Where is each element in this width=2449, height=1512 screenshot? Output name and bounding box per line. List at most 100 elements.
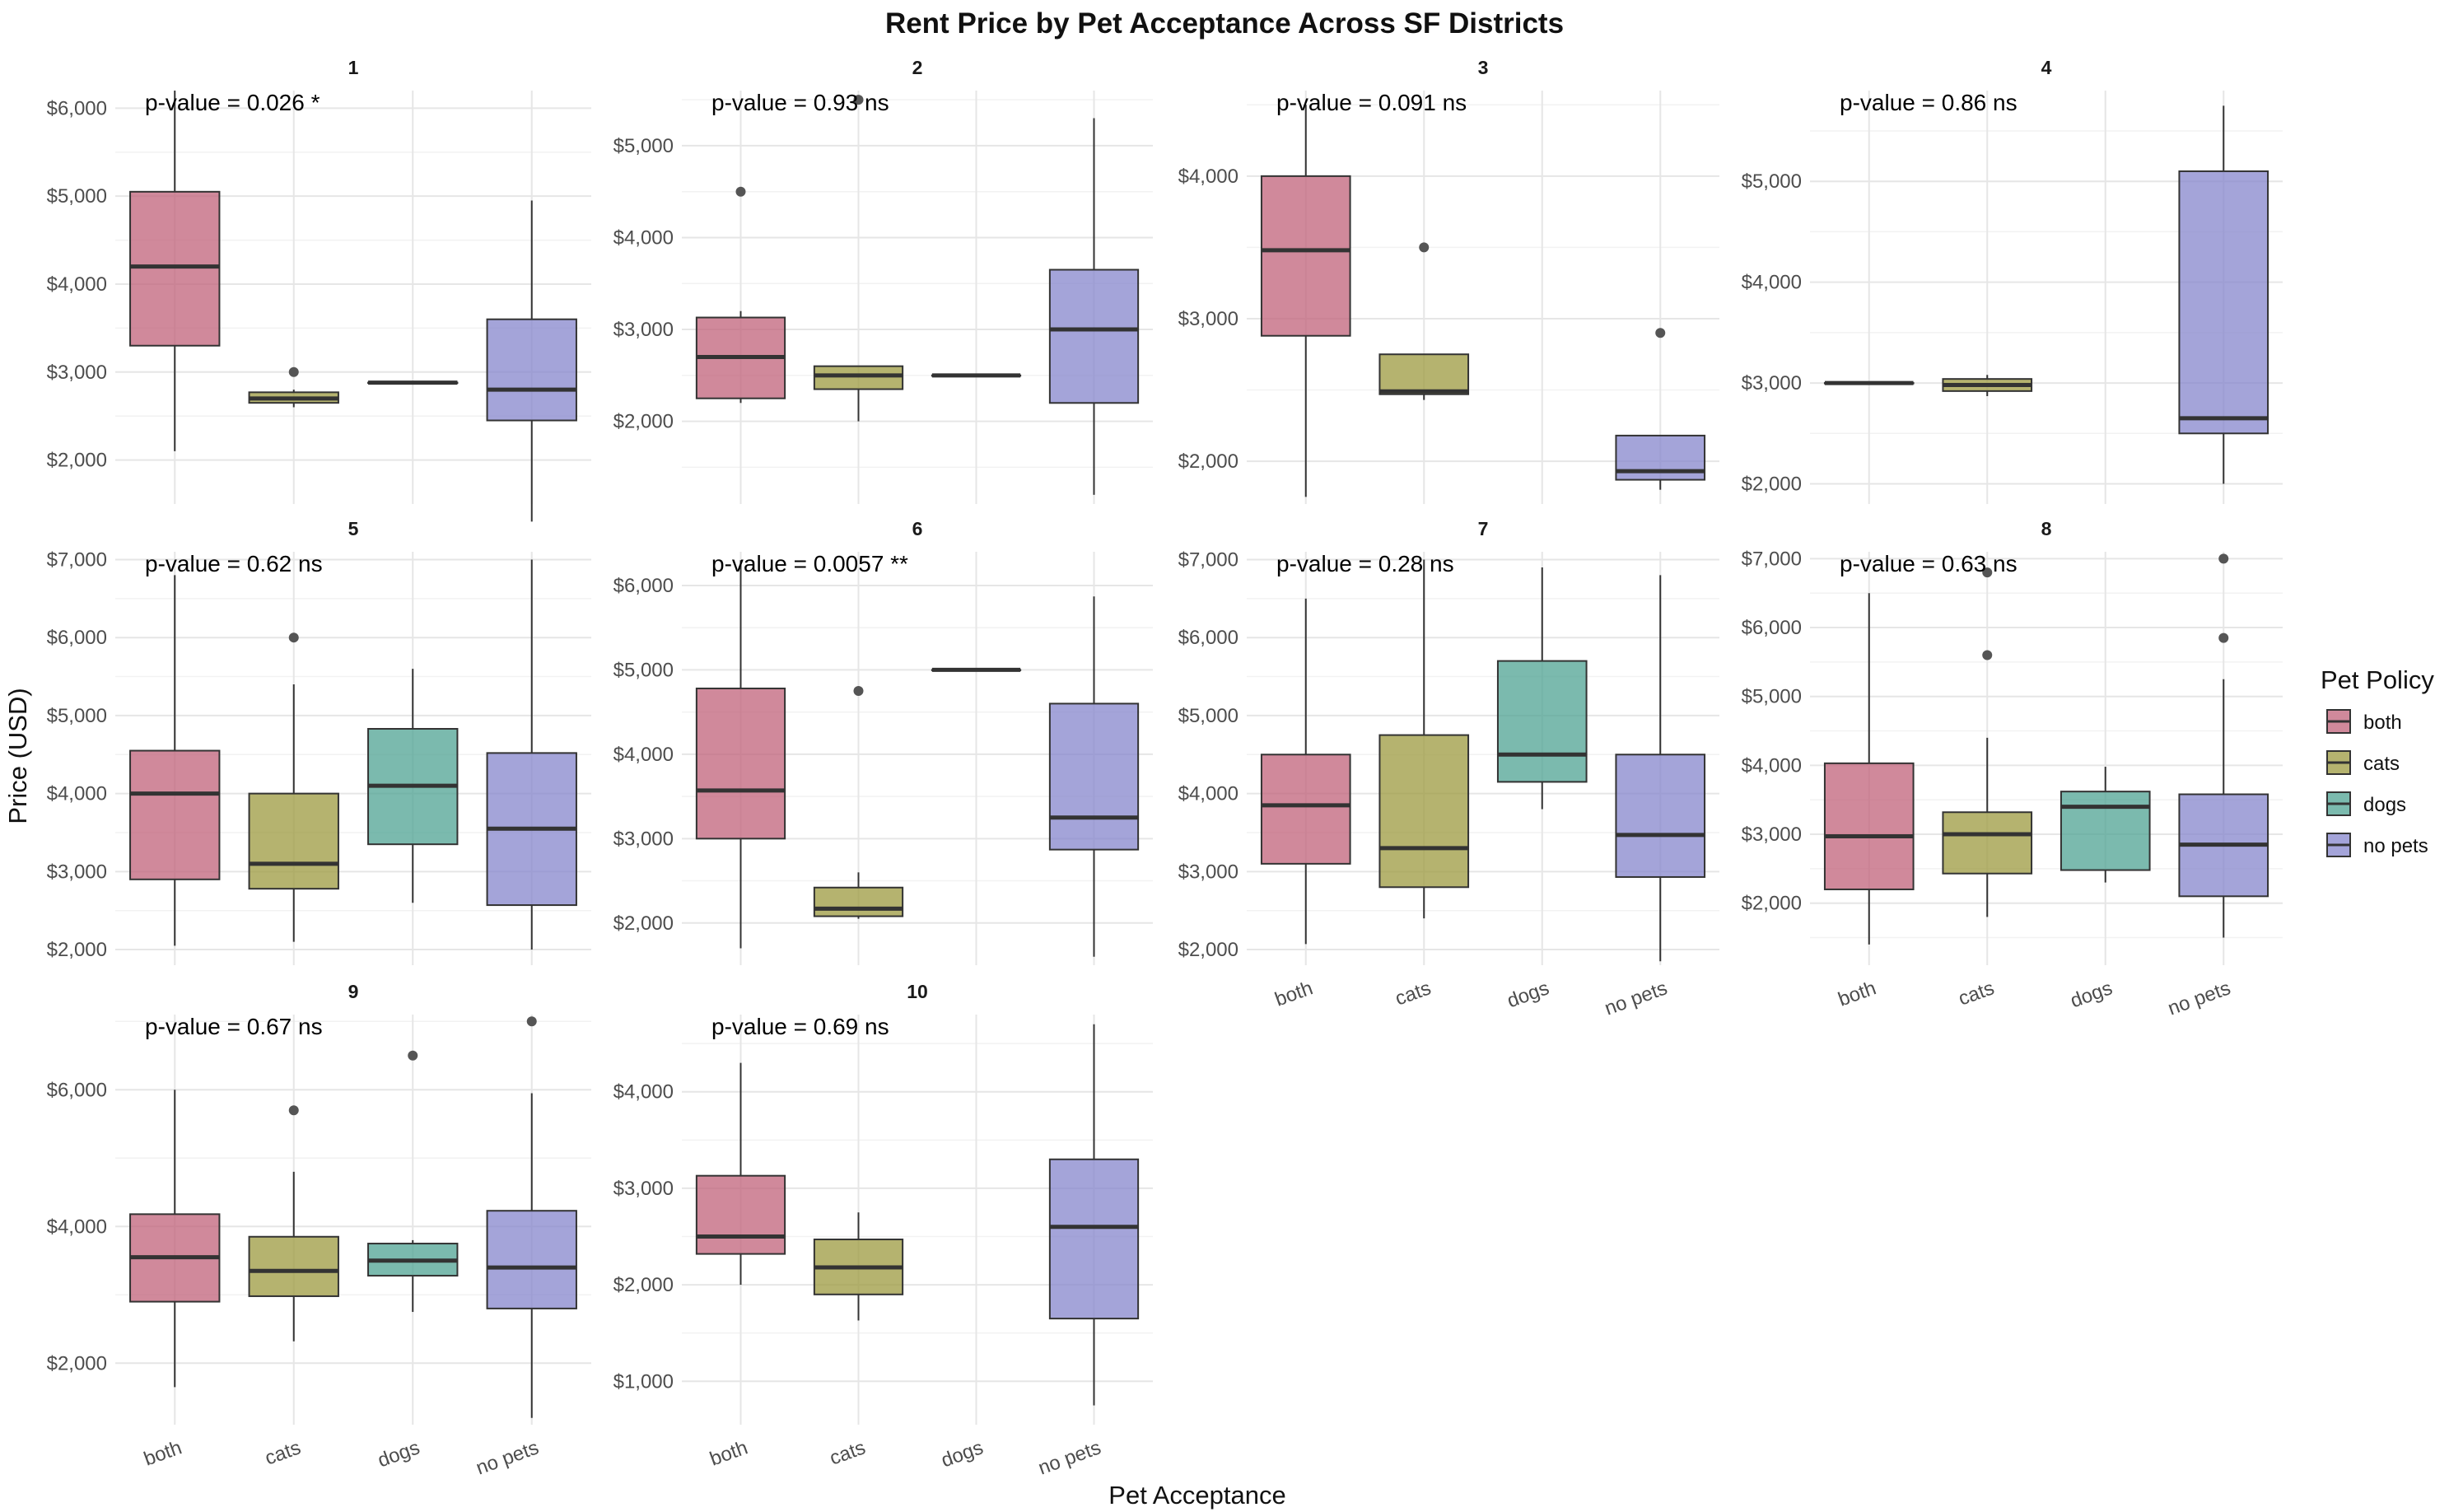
box-body [1615,754,1706,878]
x-tick-label: no pets [1035,1436,1103,1479]
y-tick-label: $7,000 [1178,548,1238,571]
box-body [1942,811,2033,875]
y-tick-label: $2,000 [1178,450,1238,473]
legend-title: Pet Policy [2321,665,2434,694]
box-body [1048,268,1140,404]
box-body [1048,1158,1140,1320]
box-both [1260,598,1351,945]
x-tick-label: both [1836,977,1879,1010]
y-tick-label: $4,000 [47,783,107,805]
chart-title: Rent Price by Pet Acceptance Across SF D… [885,7,1564,40]
legend-label: dogs [2363,794,2406,816]
box-cats [1942,375,2033,396]
y-tick-label: $4,000 [1742,272,1802,294]
outlier-point [408,1050,418,1061]
outlier-point [288,1105,299,1116]
y-tick-label: $4,000 [613,1081,674,1104]
y-tick-label: $3,000 [613,319,674,341]
y-tick-label: $6,000 [47,627,107,649]
box-body [129,749,221,880]
box-no-pets [1615,575,1706,962]
y-tick-label: $1,000 [613,1370,674,1393]
y-tick-label: $2,000 [1742,893,1802,915]
y-tick-label: $4,000 [1178,166,1238,188]
box-no-pets [2178,105,2269,484]
panel-strip-label: 4 [2041,57,2052,78]
x-tick-label: both [141,1436,184,1470]
panel-strip-label: 8 [2041,518,2052,539]
box-body [248,792,339,890]
panel-8: 8 $2,000 $3,000 $4,000 $5,000 $6,000 $7,000 p-v… [1742,518,2283,1020]
box-body [1823,762,1915,890]
legend-label: both [2363,712,2402,734]
y-tick-label: $3,000 [1178,861,1238,883]
y-tick-label: $6,000 [613,575,674,597]
y-tick-label: $2,000 [613,1274,674,1296]
panel-4: 4 $2,000 $3,000 $4,000 $5,000 p-value = 0.86 … [1742,57,2283,504]
x-tick-label: no pets [473,1436,542,1479]
legend-item-both: both [2326,709,2402,734]
box-body [695,1174,786,1255]
p-value-label: p-value = 0.93 ns [711,90,889,115]
panel-strip-label: 9 [348,981,359,1002]
box-both [129,1090,221,1388]
y-tick-label: $4,000 [1742,754,1802,777]
outlier-point [1655,328,1666,338]
legend-label: cats [2363,753,2400,775]
x-tick-label: no pets [1602,977,1670,1020]
x-tick-label: cats [827,1436,869,1469]
y-tick-label: $6,000 [47,97,107,119]
y-tick-label: $5,000 [47,705,107,727]
y-tick-label: $6,000 [47,1079,107,1101]
y-tick-label: $2,000 [1742,474,1802,496]
y-tick-label: $3,000 [1178,308,1238,330]
x-tick-label: dogs [2068,977,2115,1012]
box-no-pets [1615,328,1706,490]
box-no-pets [1048,596,1140,957]
p-value-label: p-value = 0.86 ns [1840,90,2018,115]
y-tick-label: $3,000 [1742,824,1802,846]
box-cats [1378,242,1470,400]
y-tick-label: $2,000 [47,1352,107,1374]
panel-strip-label: 7 [1478,518,1489,539]
box-body [1260,754,1351,865]
panel-7: 7 $2,000 $3,000 $4,000 $5,000 $6,000 $7,000 p-v… [1178,518,1719,1020]
y-tick-label: $4,000 [613,744,674,766]
outlier-point [288,366,299,377]
y-tick-label: $2,000 [1178,939,1238,961]
p-value-label: p-value = 0.63 ns [1840,551,2018,576]
y-tick-label: $2,000 [613,912,674,935]
box-dogs [367,1050,459,1313]
panel-strip-label: 5 [348,518,359,539]
y-tick-label: $5,000 [1742,686,1802,708]
panel-10: 10 $1,000 $2,000 $3,000 $4,000 p-value = 0.69… [613,981,1153,1480]
p-value-label: p-value = 0.026 * [145,90,320,115]
panel-1: 1 $2,000 $3,000 $4,000 $5,000 $6,000 p-value =… [47,57,591,522]
p-value-label: p-value = 0.62 ns [145,551,323,576]
y-tick-label: $5,000 [47,185,107,208]
box-both [1823,593,1915,945]
box-body [1048,702,1140,851]
box-cats [813,95,904,422]
y-tick-label: $6,000 [1178,627,1238,649]
y-tick-label: $3,000 [613,828,674,850]
box-cats [248,632,339,942]
outlier-point [853,686,864,697]
box-cats [248,366,339,408]
y-tick-label: $2,000 [47,450,107,472]
y-tick-label: $5,000 [613,659,674,681]
x-tick-label: both [1272,977,1316,1010]
x-tick-label: dogs [1504,977,1552,1012]
x-tick-label: cats [1392,977,1434,1010]
box-cats [813,686,904,919]
box-dogs [367,669,459,903]
legend-label: no pets [2363,835,2428,857]
outlier-point [526,1016,537,1027]
x-tick-label: dogs [938,1436,986,1472]
panel-strip-label: 10 [907,981,928,1002]
y-tick-label: $3,000 [47,362,107,384]
box-body [486,318,577,422]
box-body [129,190,221,347]
box-body [1378,353,1470,395]
box-both [129,575,221,946]
